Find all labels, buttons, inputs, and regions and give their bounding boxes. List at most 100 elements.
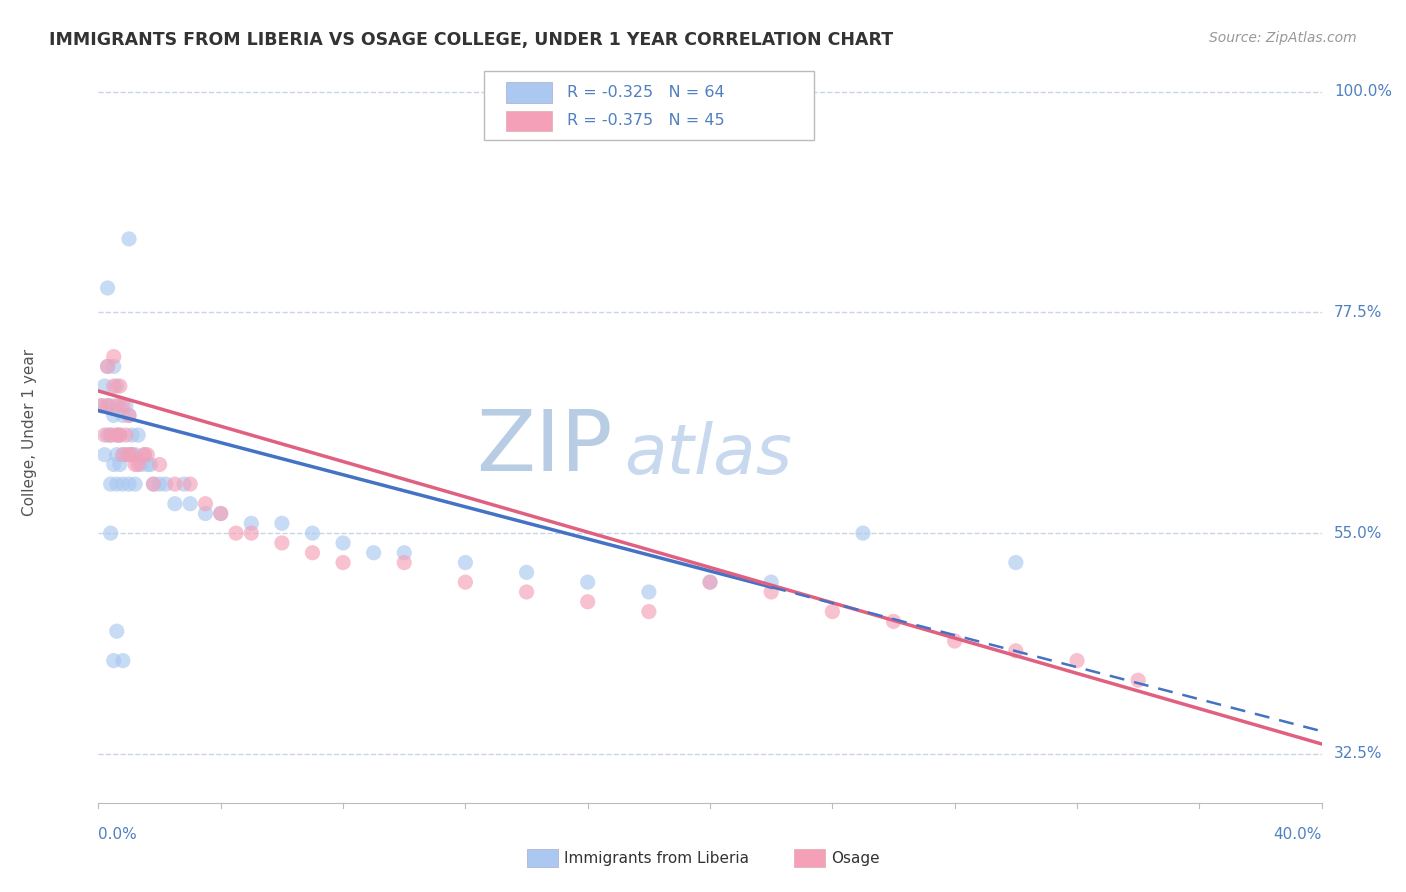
Point: [93, 379, 115, 393]
Text: Osage: Osage: [831, 851, 880, 865]
Point: [111, 448, 134, 462]
Point: [821, 605, 844, 619]
Point: [108, 428, 131, 442]
Point: [392, 556, 416, 570]
Point: [852, 526, 875, 541]
Point: [118, 477, 141, 491]
Point: [90, 399, 112, 413]
Point: [759, 585, 782, 599]
Point: [105, 428, 128, 442]
Point: [93, 428, 115, 442]
Point: [108, 379, 131, 393]
Point: [108, 428, 131, 442]
Point: [194, 497, 217, 511]
Bar: [506, 111, 553, 131]
Point: [111, 409, 134, 423]
Point: [699, 575, 721, 590]
Point: [1066, 654, 1088, 668]
Point: [121, 448, 143, 462]
Point: [699, 575, 721, 590]
Point: [301, 546, 323, 560]
Text: IMMIGRANTS FROM LIBERIA VS OSAGE COLLEGE, UNDER 1 YEAR CORRELATION CHART: IMMIGRANTS FROM LIBERIA VS OSAGE COLLEGE…: [49, 31, 893, 49]
Point: [392, 546, 416, 560]
Point: [637, 585, 661, 599]
Point: [100, 477, 122, 491]
Point: [111, 654, 134, 668]
Text: atlas: atlas: [624, 421, 793, 488]
Point: [105, 428, 128, 442]
Point: [142, 477, 165, 491]
Point: [127, 428, 149, 442]
Point: [332, 536, 354, 550]
Point: [118, 232, 141, 246]
Point: [270, 536, 292, 550]
Point: [576, 595, 599, 609]
Point: [240, 516, 263, 531]
Point: [115, 399, 138, 413]
Point: [115, 448, 138, 462]
Text: 0.0%: 0.0%: [98, 827, 138, 842]
Point: [103, 409, 125, 423]
Point: [103, 350, 125, 364]
Point: [100, 428, 122, 442]
Point: [270, 516, 292, 531]
Text: 40.0%: 40.0%: [1274, 827, 1322, 842]
Point: [93, 448, 115, 462]
Point: [139, 458, 162, 472]
Point: [1004, 644, 1026, 658]
Point: [100, 526, 122, 541]
Point: [97, 281, 120, 295]
Point: [134, 448, 156, 462]
Point: [105, 399, 128, 413]
Point: [363, 546, 385, 560]
Point: [883, 615, 905, 629]
Point: [97, 359, 120, 374]
Point: [149, 458, 172, 472]
Point: [118, 409, 141, 423]
Point: [105, 624, 128, 639]
Point: [759, 575, 782, 590]
Text: 100.0%: 100.0%: [1334, 85, 1392, 99]
Point: [179, 497, 201, 511]
Point: [179, 477, 201, 491]
Point: [111, 477, 134, 491]
Point: [103, 654, 125, 668]
Point: [115, 428, 138, 442]
Point: [90, 399, 112, 413]
Point: [516, 585, 538, 599]
Point: [105, 448, 128, 462]
Point: [240, 526, 263, 541]
Point: [332, 556, 354, 570]
Point: [124, 448, 146, 462]
Point: [1004, 556, 1026, 570]
Point: [163, 477, 186, 491]
Point: [576, 575, 599, 590]
Text: ZIP: ZIP: [475, 406, 612, 489]
Text: College, Under 1 year: College, Under 1 year: [22, 349, 38, 516]
Point: [118, 448, 141, 462]
Point: [134, 448, 156, 462]
Point: [943, 634, 966, 648]
Bar: [506, 82, 553, 103]
Point: [100, 399, 122, 413]
Point: [129, 458, 152, 472]
Point: [155, 477, 177, 491]
Point: [454, 575, 477, 590]
Point: [209, 507, 232, 521]
Point: [127, 458, 149, 472]
Point: [1128, 673, 1150, 688]
Point: [100, 428, 122, 442]
Point: [301, 526, 323, 541]
Text: 77.5%: 77.5%: [1334, 305, 1382, 320]
Point: [111, 399, 134, 413]
Point: [111, 448, 134, 462]
Point: [121, 448, 143, 462]
Point: [173, 477, 195, 491]
Point: [97, 428, 120, 442]
Point: [118, 409, 141, 423]
Point: [637, 605, 661, 619]
Point: [97, 359, 120, 374]
Point: [118, 448, 141, 462]
Point: [194, 507, 217, 521]
Point: [97, 399, 120, 413]
